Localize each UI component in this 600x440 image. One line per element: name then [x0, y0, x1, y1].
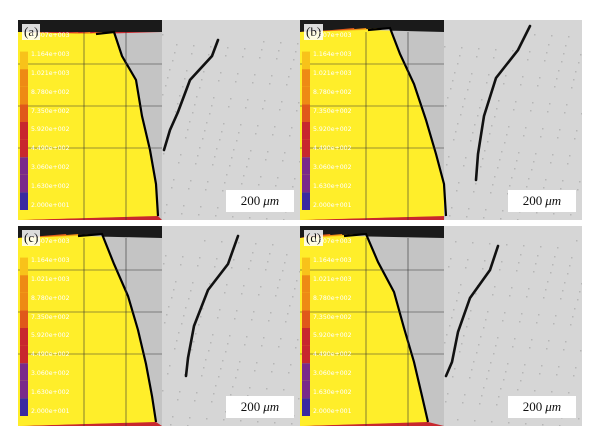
cut-boundary-line	[343, 232, 430, 423]
legend-value: 7.350e+002	[313, 107, 352, 115]
legend-value: 1.164e+003	[313, 50, 352, 58]
fem-and-micrograph-a	[18, 20, 300, 220]
legend-color-bar	[20, 34, 28, 210]
temperature-contour-plot	[300, 26, 448, 220]
micrograph	[162, 226, 300, 426]
legend-color-bar	[302, 34, 310, 210]
panel-b: (b) 1.307e+003 1.164e+003 1.021e+003 8.7…	[300, 20, 582, 220]
legend-value: 2.000e+001	[31, 407, 70, 415]
groove-profile-line	[444, 244, 500, 378]
legend-value: 3.060e+002	[31, 370, 70, 378]
legend-value: 4.490e+002	[31, 351, 70, 359]
fem-and-micrograph-b	[300, 20, 582, 220]
legend-value: 1.630e+002	[31, 183, 70, 190]
micrograph	[444, 226, 582, 426]
scale-bar: 200 μm	[226, 190, 294, 212]
temperature-contour-plot	[18, 30, 162, 220]
cut-boundary-line	[95, 30, 160, 217]
legend-value: 1.021e+003	[31, 275, 70, 283]
cut-boundary-line	[77, 232, 158, 423]
legend-value: 2.000e+001	[31, 201, 70, 209]
legend-color-bar	[20, 240, 28, 416]
legend-value: 3.060e+002	[31, 164, 70, 172]
temperature-legend: 1.307e+003 1.164e+003 1.021e+003 8.780e+…	[313, 238, 373, 416]
legend-value: 1.307e+003	[313, 32, 352, 39]
panel-label: (c)	[22, 230, 41, 246]
legend-value: 1.307e+003	[31, 238, 70, 245]
groove-profile-line	[184, 234, 240, 378]
removed-material-region	[344, 234, 444, 426]
panel-d: (d) 1.307e+003 1.164e+003 1.021e+003 8.7…	[300, 226, 582, 426]
panel-label: (d)	[304, 230, 324, 246]
legend-value: 1.630e+002	[313, 183, 352, 190]
legend-value: 4.490e+002	[31, 145, 70, 153]
groove-profile-line	[162, 38, 220, 152]
legend-value: 8.780e+002	[313, 294, 352, 302]
legend-value: 7.350e+002	[31, 313, 70, 321]
removed-material-region	[78, 234, 162, 426]
legend-value: 8.780e+002	[313, 88, 352, 96]
panel-label: (b)	[304, 24, 324, 40]
temperature-contour-plot	[18, 232, 162, 426]
legend-value: 5.920e+002	[313, 332, 352, 340]
panel-label: (a)	[22, 24, 41, 40]
removed-material-region	[96, 32, 162, 220]
legend-value: 5.920e+002	[31, 332, 70, 340]
legend-value: 1.164e+003	[313, 256, 352, 264]
legend-value: 8.780e+002	[31, 294, 70, 302]
legend-value: 2.000e+001	[313, 201, 352, 209]
legend-value: 1.021e+003	[313, 275, 352, 283]
removed-material-region	[368, 28, 446, 220]
temperature-contour-plot	[300, 232, 444, 426]
legend-value: 1.307e+003	[313, 238, 352, 245]
legend-value: 1.630e+002	[31, 389, 70, 396]
legend-value: 3.060e+002	[313, 370, 352, 378]
legend-value: 5.920e+002	[313, 126, 352, 134]
legend-value: 3.060e+002	[313, 164, 352, 172]
legend-value: 1.021e+003	[31, 69, 70, 77]
temperature-legend: 1.307e+003 1.164e+003 1.021e+003 8.780e+…	[31, 238, 91, 416]
legend-value: 8.780e+002	[31, 88, 70, 96]
legend-value: 1.164e+003	[31, 256, 70, 264]
fem-and-micrograph-c	[18, 226, 300, 426]
scale-bar: 200 μm	[226, 396, 294, 418]
groove-profile-line	[474, 24, 532, 182]
fem-and-micrograph-d	[300, 226, 582, 426]
legend-value: 1.021e+003	[313, 69, 352, 77]
legend-color-bar	[302, 240, 310, 416]
panel-c: (c) 1.307e+003 1.164e+003 1.021e+003 8.7…	[18, 226, 300, 426]
temperature-legend: 1.307e+003 1.164e+003 1.021e+003 8.780e+…	[313, 32, 373, 210]
cut-boundary-line	[367, 26, 448, 217]
legend-value: 5.920e+002	[31, 126, 70, 134]
legend-value: 1.164e+003	[31, 50, 70, 58]
scale-bar: 200 μm	[508, 396, 576, 418]
legend-value: 7.350e+002	[31, 107, 70, 115]
legend-value: 2.000e+001	[313, 407, 352, 415]
legend-value: 4.490e+002	[313, 145, 352, 153]
panel-a: (a) 1.307e+003 1.164e+003 1.021e+003 8.7…	[18, 20, 300, 220]
legend-value: 4.490e+002	[313, 351, 352, 359]
legend-value: 1.630e+002	[313, 389, 352, 396]
legend-value: 7.350e+002	[313, 313, 352, 321]
temperature-legend: 1.307e+003 1.164e+003 1.021e+003 8.780e+…	[31, 32, 91, 210]
micrograph	[444, 20, 582, 220]
scale-bar: 200 μm	[508, 190, 576, 212]
micrograph	[162, 20, 300, 220]
legend-value: 1.307e+003	[31, 32, 70, 39]
